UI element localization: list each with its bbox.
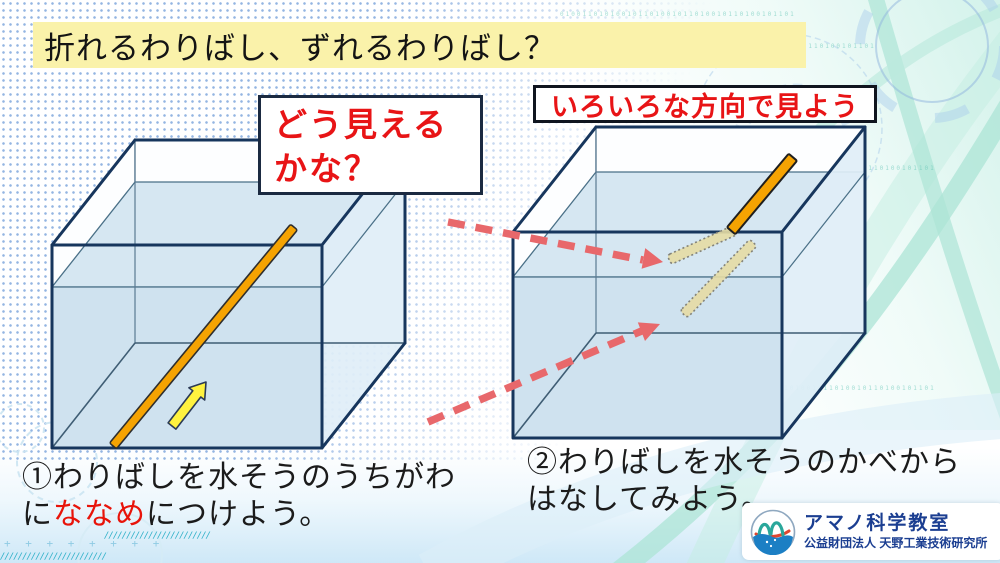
direction-arrow-icon	[167, 381, 207, 430]
direction-callout: いろいろな方向で見よう	[533, 85, 877, 123]
step1-line2: にななめにつけよう。	[22, 496, 456, 533]
apparent-chopstick-icon	[680, 239, 757, 318]
right-water-tank	[511, 125, 867, 440]
digit-texture: 0100110101001011010010110100101101001011…	[560, 11, 796, 18]
slide-title: 折れるわりばし、ずれるわりばし？	[44, 30, 556, 66]
dashed-arrow-icon	[426, 322, 660, 426]
chopstick-icon	[109, 224, 298, 449]
step1-line2-after: につけよう。	[146, 498, 331, 532]
step2-line1: ②わりばしを水そうのかべから	[527, 446, 961, 479]
slide-title-bar: 折れるわりばし、ずれるわりばし？	[33, 22, 806, 68]
apparent-chopstick-icon	[667, 225, 737, 265]
step2-caption: ②わりばしを水そうのかべから はなしてみよう。	[527, 444, 961, 518]
swoosh-curve	[418, 393, 1000, 563]
dashed-circle	[77, 512, 163, 563]
step1-caption: ①わりばしを水そうのうちがわ にななめにつけよう。	[22, 459, 456, 533]
step1-line2-before: に	[22, 498, 53, 532]
direction-label: いろいろな方向で見よう	[551, 91, 859, 122]
water-front-face	[51, 286, 323, 449]
plus-texture: + + + + + + + +	[4, 537, 163, 550]
question-callout: どう見える かな？	[258, 95, 483, 195]
step1-line2-highlight: ななめ	[53, 498, 146, 532]
question-line1: どう見える	[274, 106, 449, 143]
question-line2: かな？	[274, 149, 379, 187]
dashed-arrow-icon	[447, 218, 663, 269]
dashed-circle	[0, 403, 45, 453]
step1-line1: ①わりばしを水そうのうちがわ	[22, 461, 456, 494]
organization-logo-card: アマノ科学教室 公益財団法人 天野工業技術研究所	[742, 503, 1000, 560]
step2-line2: はなしてみよう。	[527, 483, 773, 517]
tech-circle	[875, 0, 989, 103]
swoosh-curve	[867, 0, 1000, 419]
amano-logo-icon	[750, 509, 796, 555]
logo-org-subtitle: 公益財団法人 天野工業技術研究所	[804, 535, 988, 550]
chopstick-icon	[726, 153, 798, 235]
slash-texture: ////////////////////////	[0, 552, 107, 562]
logo-org-name: アマノ科学教室	[804, 512, 951, 534]
slash-texture: ////////////////////////	[104, 531, 211, 541]
water-front-face	[512, 276, 783, 439]
